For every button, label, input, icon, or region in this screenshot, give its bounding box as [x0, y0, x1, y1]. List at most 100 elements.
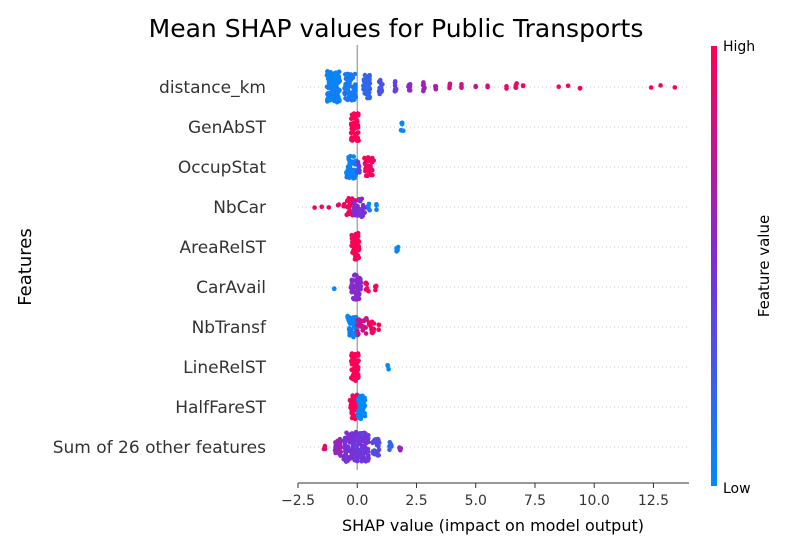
data-point [337, 88, 342, 93]
data-points [312, 69, 678, 464]
data-point [513, 85, 518, 90]
data-point [333, 70, 339, 76]
data-point [344, 174, 350, 180]
data-point [349, 351, 355, 356]
data-point [371, 439, 377, 445]
data-point [356, 164, 362, 170]
y-axis-label: Features [15, 228, 36, 305]
data-point [345, 434, 351, 439]
data-point [348, 285, 354, 290]
data-point [371, 329, 376, 334]
data-point [356, 455, 362, 460]
data-point [363, 435, 369, 440]
data-point [360, 430, 365, 436]
data-point [356, 322, 362, 328]
data-point [351, 239, 357, 244]
data-point [398, 127, 404, 133]
data-point [672, 85, 678, 90]
data-point [504, 84, 509, 89]
data-point [364, 81, 370, 86]
data-point [347, 208, 352, 213]
x-tick-label: −2.5 [281, 493, 315, 509]
colorbar-high-label: High [723, 39, 755, 55]
data-point [349, 375, 354, 381]
data-point [345, 88, 351, 93]
data-point [355, 294, 361, 300]
data-point [374, 203, 379, 208]
data-point [348, 399, 354, 405]
data-point [349, 289, 355, 295]
data-point [354, 255, 360, 260]
data-point [355, 369, 360, 374]
data-point [577, 86, 583, 91]
data-point [357, 170, 362, 175]
data-point [346, 155, 351, 160]
data-point [349, 361, 355, 367]
data-point [375, 453, 381, 458]
data-point [356, 197, 362, 202]
data-point [366, 206, 371, 211]
data-point [349, 159, 354, 164]
data-point [364, 451, 370, 456]
data-point [325, 76, 331, 82]
data-point [363, 281, 368, 286]
data-point [343, 83, 348, 88]
data-point [333, 443, 339, 448]
data-point [347, 166, 353, 172]
data-point [353, 360, 359, 366]
data-point [421, 82, 427, 87]
data-point [370, 172, 375, 178]
data-point [342, 457, 348, 462]
data-point [347, 332, 352, 338]
data-point [353, 172, 359, 178]
x-tick-label: 2.5 [405, 493, 427, 509]
data-point [447, 82, 453, 88]
data-point [397, 445, 402, 450]
data-point [353, 456, 358, 462]
chart-title: Mean SHAP values for Public Transports [149, 14, 644, 43]
data-point [407, 88, 413, 93]
x-tick-label: 7.5 [524, 493, 546, 509]
data-point [355, 365, 361, 370]
data-point [407, 84, 413, 90]
data-point [361, 318, 367, 324]
data-point [358, 284, 364, 289]
data-point [350, 128, 356, 133]
data-point [349, 196, 355, 201]
data-point [345, 78, 351, 83]
data-point [344, 212, 350, 218]
feature-label: HalfFareST [175, 398, 266, 418]
data-point [349, 410, 355, 416]
data-point [353, 442, 359, 448]
data-point [349, 135, 355, 140]
data-point [565, 83, 571, 89]
data-point [376, 322, 382, 328]
data-point [459, 85, 464, 90]
data-point [349, 437, 355, 442]
data-point [341, 438, 347, 444]
data-point [358, 406, 364, 411]
data-point [344, 430, 349, 436]
data-point [338, 449, 344, 455]
feature-labels: distance_km GenAbST OccupStat NbCar AreaRelS… [53, 78, 267, 458]
feature-label: OccupStat [178, 158, 267, 178]
data-point [360, 202, 366, 208]
colorbar-title: Feature value [755, 215, 773, 317]
data-point [421, 86, 427, 91]
data-point [374, 207, 379, 212]
data-point [459, 82, 464, 87]
data-point [333, 74, 339, 79]
data-point [355, 413, 361, 419]
data-point [332, 286, 337, 291]
data-point [352, 278, 357, 283]
data-point [363, 91, 369, 97]
data-point [371, 450, 376, 456]
x-axis-label: SHAP value (impact on model output) [342, 516, 644, 535]
data-point [366, 201, 372, 207]
feature-label: LineRelST [183, 358, 266, 378]
data-point [392, 83, 398, 88]
data-point [325, 91, 330, 97]
data-point [344, 198, 350, 204]
data-point [351, 154, 357, 159]
